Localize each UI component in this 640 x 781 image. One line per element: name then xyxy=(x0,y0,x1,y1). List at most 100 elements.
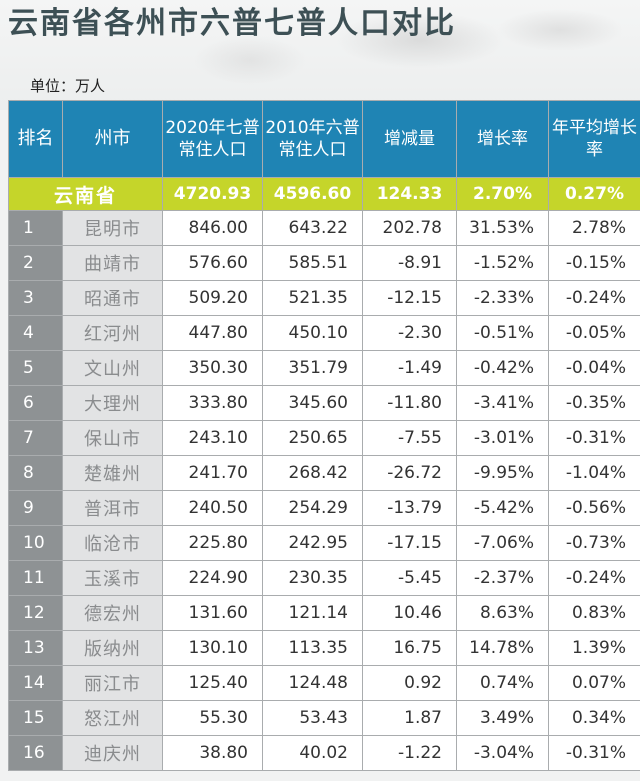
cell-change: 1.87 xyxy=(362,700,457,736)
cell-city: 保山市 xyxy=(62,420,163,456)
cell-change: -12.15 xyxy=(362,280,457,316)
cell-rank: 2 xyxy=(8,245,63,281)
province-annual: 0.27% xyxy=(548,177,640,211)
cell-change: -8.91 xyxy=(362,245,457,281)
cell-growth: -0.51% xyxy=(456,315,549,351)
cell-change: -26.72 xyxy=(362,455,457,491)
cell-pop2020: 447.80 xyxy=(162,315,263,351)
cell-pop2010: 521.35 xyxy=(262,280,363,316)
table-row: 8 楚雄州 241.70 268.42 -26.72 -9.95% -1.04% xyxy=(8,455,640,491)
province-pop2010: 4596.60 xyxy=(262,177,363,211)
cell-rank: 6 xyxy=(8,385,63,421)
cell-pop2010: 250.65 xyxy=(262,420,363,456)
cell-rank: 14 xyxy=(8,665,63,701)
cell-pop2020: 243.10 xyxy=(162,420,263,456)
table-row: 16 迪庆州 38.80 40.02 -1.22 -3.04% -0.31% xyxy=(8,735,640,771)
cell-annual: 0.34% xyxy=(548,700,640,736)
cell-city: 怒江州 xyxy=(62,700,163,736)
cell-annual: -0.56% xyxy=(548,490,640,526)
cell-growth: -3.04% xyxy=(456,735,549,771)
cell-city: 昭通市 xyxy=(62,280,163,316)
cell-pop2010: 585.51 xyxy=(262,245,363,281)
cell-rank: 9 xyxy=(8,490,63,526)
cell-annual: -1.04% xyxy=(548,455,640,491)
cell-pop2020: 333.80 xyxy=(162,385,263,421)
cell-rank: 3 xyxy=(8,280,63,316)
cell-rank: 10 xyxy=(8,525,63,561)
world-map-background xyxy=(0,0,640,110)
cell-pop2010: 121.14 xyxy=(262,595,363,631)
cell-pop2020: 38.80 xyxy=(162,735,263,771)
cell-rank: 7 xyxy=(8,420,63,456)
table-row: 4 红河州 447.80 450.10 -2.30 -0.51% -0.05% xyxy=(8,315,640,351)
cell-growth: -3.41% xyxy=(456,385,549,421)
header-growth: 增长率 xyxy=(456,100,549,178)
cell-annual: -0.31% xyxy=(548,420,640,456)
header-change: 增减量 xyxy=(362,100,457,178)
province-total-row: 云南省 4720.93 4596.60 124.33 2.70% 0.27% xyxy=(8,177,640,211)
table-row: 9 普洱市 240.50 254.29 -13.79 -5.42% -0.56% xyxy=(8,490,640,526)
table-row: 14 丽江市 125.40 124.48 0.92 0.74% 0.07% xyxy=(8,665,640,701)
cell-pop2020: 55.30 xyxy=(162,700,263,736)
table-row: 6 大理州 333.80 345.60 -11.80 -3.41% -0.35% xyxy=(8,385,640,421)
header-rank: 排名 xyxy=(8,100,63,178)
table-header-row: 排名 州市 2020年七普常住人口 2010年六普常住人口 增减量 增长率 年平… xyxy=(8,100,640,178)
header-annual: 年平均增长率 xyxy=(548,100,640,178)
cell-city: 德宏州 xyxy=(62,595,163,631)
cell-city: 丽江市 xyxy=(62,665,163,701)
cell-growth: -1.52% xyxy=(456,245,549,281)
table-row: 2 曲靖市 576.60 585.51 -8.91 -1.52% -0.15% xyxy=(8,245,640,281)
cell-pop2010: 53.43 xyxy=(262,700,363,736)
cell-pop2010: 351.79 xyxy=(262,350,363,386)
cell-change: 10.46 xyxy=(362,595,457,631)
population-table: 排名 州市 2020年七普常住人口 2010年六普常住人口 增减量 增长率 年平… xyxy=(8,100,640,771)
cell-annual: -0.35% xyxy=(548,385,640,421)
page-title: 云南省各州市六普七普人口对比 xyxy=(8,6,456,41)
cell-growth: 0.74% xyxy=(456,665,549,701)
cell-rank: 16 xyxy=(8,735,63,771)
cell-city: 昆明市 xyxy=(62,210,163,246)
cell-rank: 5 xyxy=(8,350,63,386)
cell-city: 迪庆州 xyxy=(62,735,163,771)
cell-growth: -3.01% xyxy=(456,420,549,456)
cell-pop2020: 846.00 xyxy=(162,210,263,246)
cell-pop2020: 224.90 xyxy=(162,560,263,596)
cell-pop2020: 576.60 xyxy=(162,245,263,281)
cell-change: -1.49 xyxy=(362,350,457,386)
cell-annual: -0.04% xyxy=(548,350,640,386)
cell-city: 曲靖市 xyxy=(62,245,163,281)
cell-city: 版纳州 xyxy=(62,630,163,666)
province-name: 云南省 xyxy=(8,177,163,211)
cell-growth: -9.95% xyxy=(456,455,549,491)
cell-change: -1.22 xyxy=(362,735,457,771)
cell-city: 楚雄州 xyxy=(62,455,163,491)
cell-change: 16.75 xyxy=(362,630,457,666)
table-row: 1 昆明市 846.00 643.22 202.78 31.53% 2.78% xyxy=(8,210,640,246)
cell-annual: -0.24% xyxy=(548,560,640,596)
cell-change: -11.80 xyxy=(362,385,457,421)
cell-rank: 8 xyxy=(8,455,63,491)
cell-change: -7.55 xyxy=(362,420,457,456)
province-change: 124.33 xyxy=(362,177,457,211)
cell-pop2010: 113.35 xyxy=(262,630,363,666)
cell-pop2010: 268.42 xyxy=(262,455,363,491)
cell-rank: 11 xyxy=(8,560,63,596)
cell-annual: -0.15% xyxy=(548,245,640,281)
cell-pop2010: 450.10 xyxy=(262,315,363,351)
cell-city: 文山州 xyxy=(62,350,163,386)
cell-city: 普洱市 xyxy=(62,490,163,526)
cell-growth: -2.33% xyxy=(456,280,549,316)
cell-city: 红河州 xyxy=(62,315,163,351)
cell-growth: -5.42% xyxy=(456,490,549,526)
cell-rank: 12 xyxy=(8,595,63,631)
cell-city: 玉溪市 xyxy=(62,560,163,596)
cell-growth: 3.49% xyxy=(456,700,549,736)
cell-change: 0.92 xyxy=(362,665,457,701)
table-row: 3 昭通市 509.20 521.35 -12.15 -2.33% -0.24% xyxy=(8,280,640,316)
cell-growth: 8.63% xyxy=(456,595,549,631)
cell-pop2010: 254.29 xyxy=(262,490,363,526)
cell-growth: 31.53% xyxy=(456,210,549,246)
cell-growth: 14.78% xyxy=(456,630,549,666)
cell-city: 临沧市 xyxy=(62,525,163,561)
cell-pop2020: 241.70 xyxy=(162,455,263,491)
